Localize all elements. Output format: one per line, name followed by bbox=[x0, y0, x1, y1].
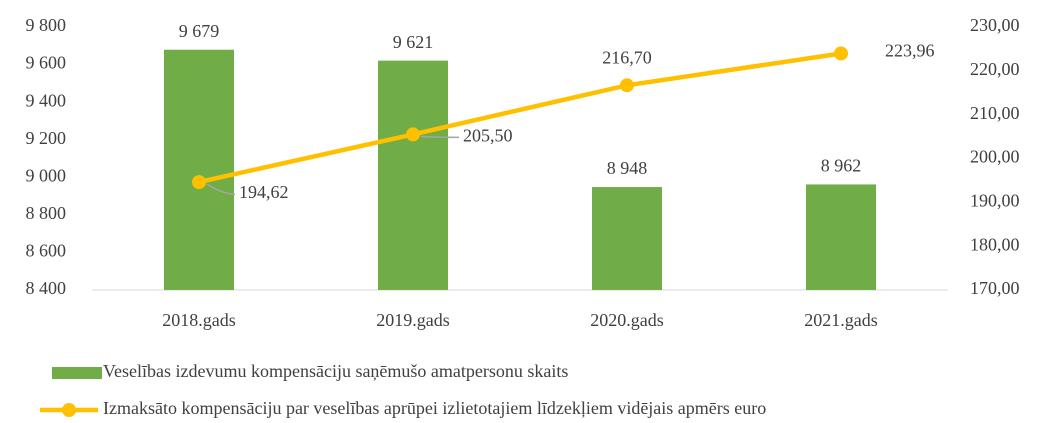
leader-line bbox=[420, 135, 460, 139]
data-label: 8 948 bbox=[607, 158, 648, 178]
legend-label: Izmaksāto kompensāciju par veselības apr… bbox=[103, 398, 766, 418]
line-point bbox=[620, 78, 634, 93]
x-tick-label: 2019.gads bbox=[376, 310, 450, 330]
y-tick-label: 9 800 bbox=[26, 15, 67, 35]
data-label: 205,50 bbox=[463, 126, 513, 146]
y2-tick-label: 200,00 bbox=[970, 147, 1020, 167]
line-point bbox=[406, 127, 420, 142]
x-tick-label: 2020.gads bbox=[590, 310, 664, 330]
y2-tick-label: 170,00 bbox=[970, 278, 1020, 298]
data-label: 9 621 bbox=[393, 32, 434, 52]
y-tick-label: 9 200 bbox=[26, 128, 67, 148]
data-label: 216,70 bbox=[602, 47, 652, 67]
data-label: 223,96 bbox=[885, 41, 935, 61]
x-tick-label: 2021.gads bbox=[804, 310, 878, 330]
y2-tick-label: 180,00 bbox=[970, 234, 1020, 254]
y-tick-label: 9 000 bbox=[26, 165, 67, 185]
y-tick-label: 8 600 bbox=[26, 241, 67, 261]
bar bbox=[592, 187, 662, 290]
y-tick-label: 9 600 bbox=[26, 53, 67, 73]
y-tick-label: 9 400 bbox=[26, 90, 67, 110]
line-point bbox=[192, 175, 206, 190]
y2-tick-label: 220,00 bbox=[970, 59, 1020, 79]
leader-line bbox=[206, 183, 236, 195]
bar bbox=[806, 184, 876, 290]
data-label: 8 962 bbox=[821, 156, 862, 176]
legend-swatch bbox=[62, 403, 76, 417]
data-label: 194,62 bbox=[239, 182, 289, 202]
data-label: 9 679 bbox=[179, 21, 220, 41]
y-tick-label: 8 800 bbox=[26, 203, 67, 223]
y2-tick-label: 190,00 bbox=[970, 190, 1020, 210]
y-tick-label: 8 400 bbox=[26, 278, 67, 298]
legend-swatch bbox=[52, 367, 102, 379]
y2-tick-label: 210,00 bbox=[970, 103, 1020, 123]
x-tick-label: 2018.gads bbox=[162, 310, 236, 330]
bar bbox=[164, 49, 234, 290]
line-point bbox=[834, 46, 848, 61]
line bbox=[198, 51, 842, 185]
y2-tick-label: 230,00 bbox=[970, 15, 1020, 35]
bar bbox=[378, 60, 448, 290]
legend-label: Veselības izdevumu kompensāciju saņēmušo… bbox=[103, 361, 568, 381]
